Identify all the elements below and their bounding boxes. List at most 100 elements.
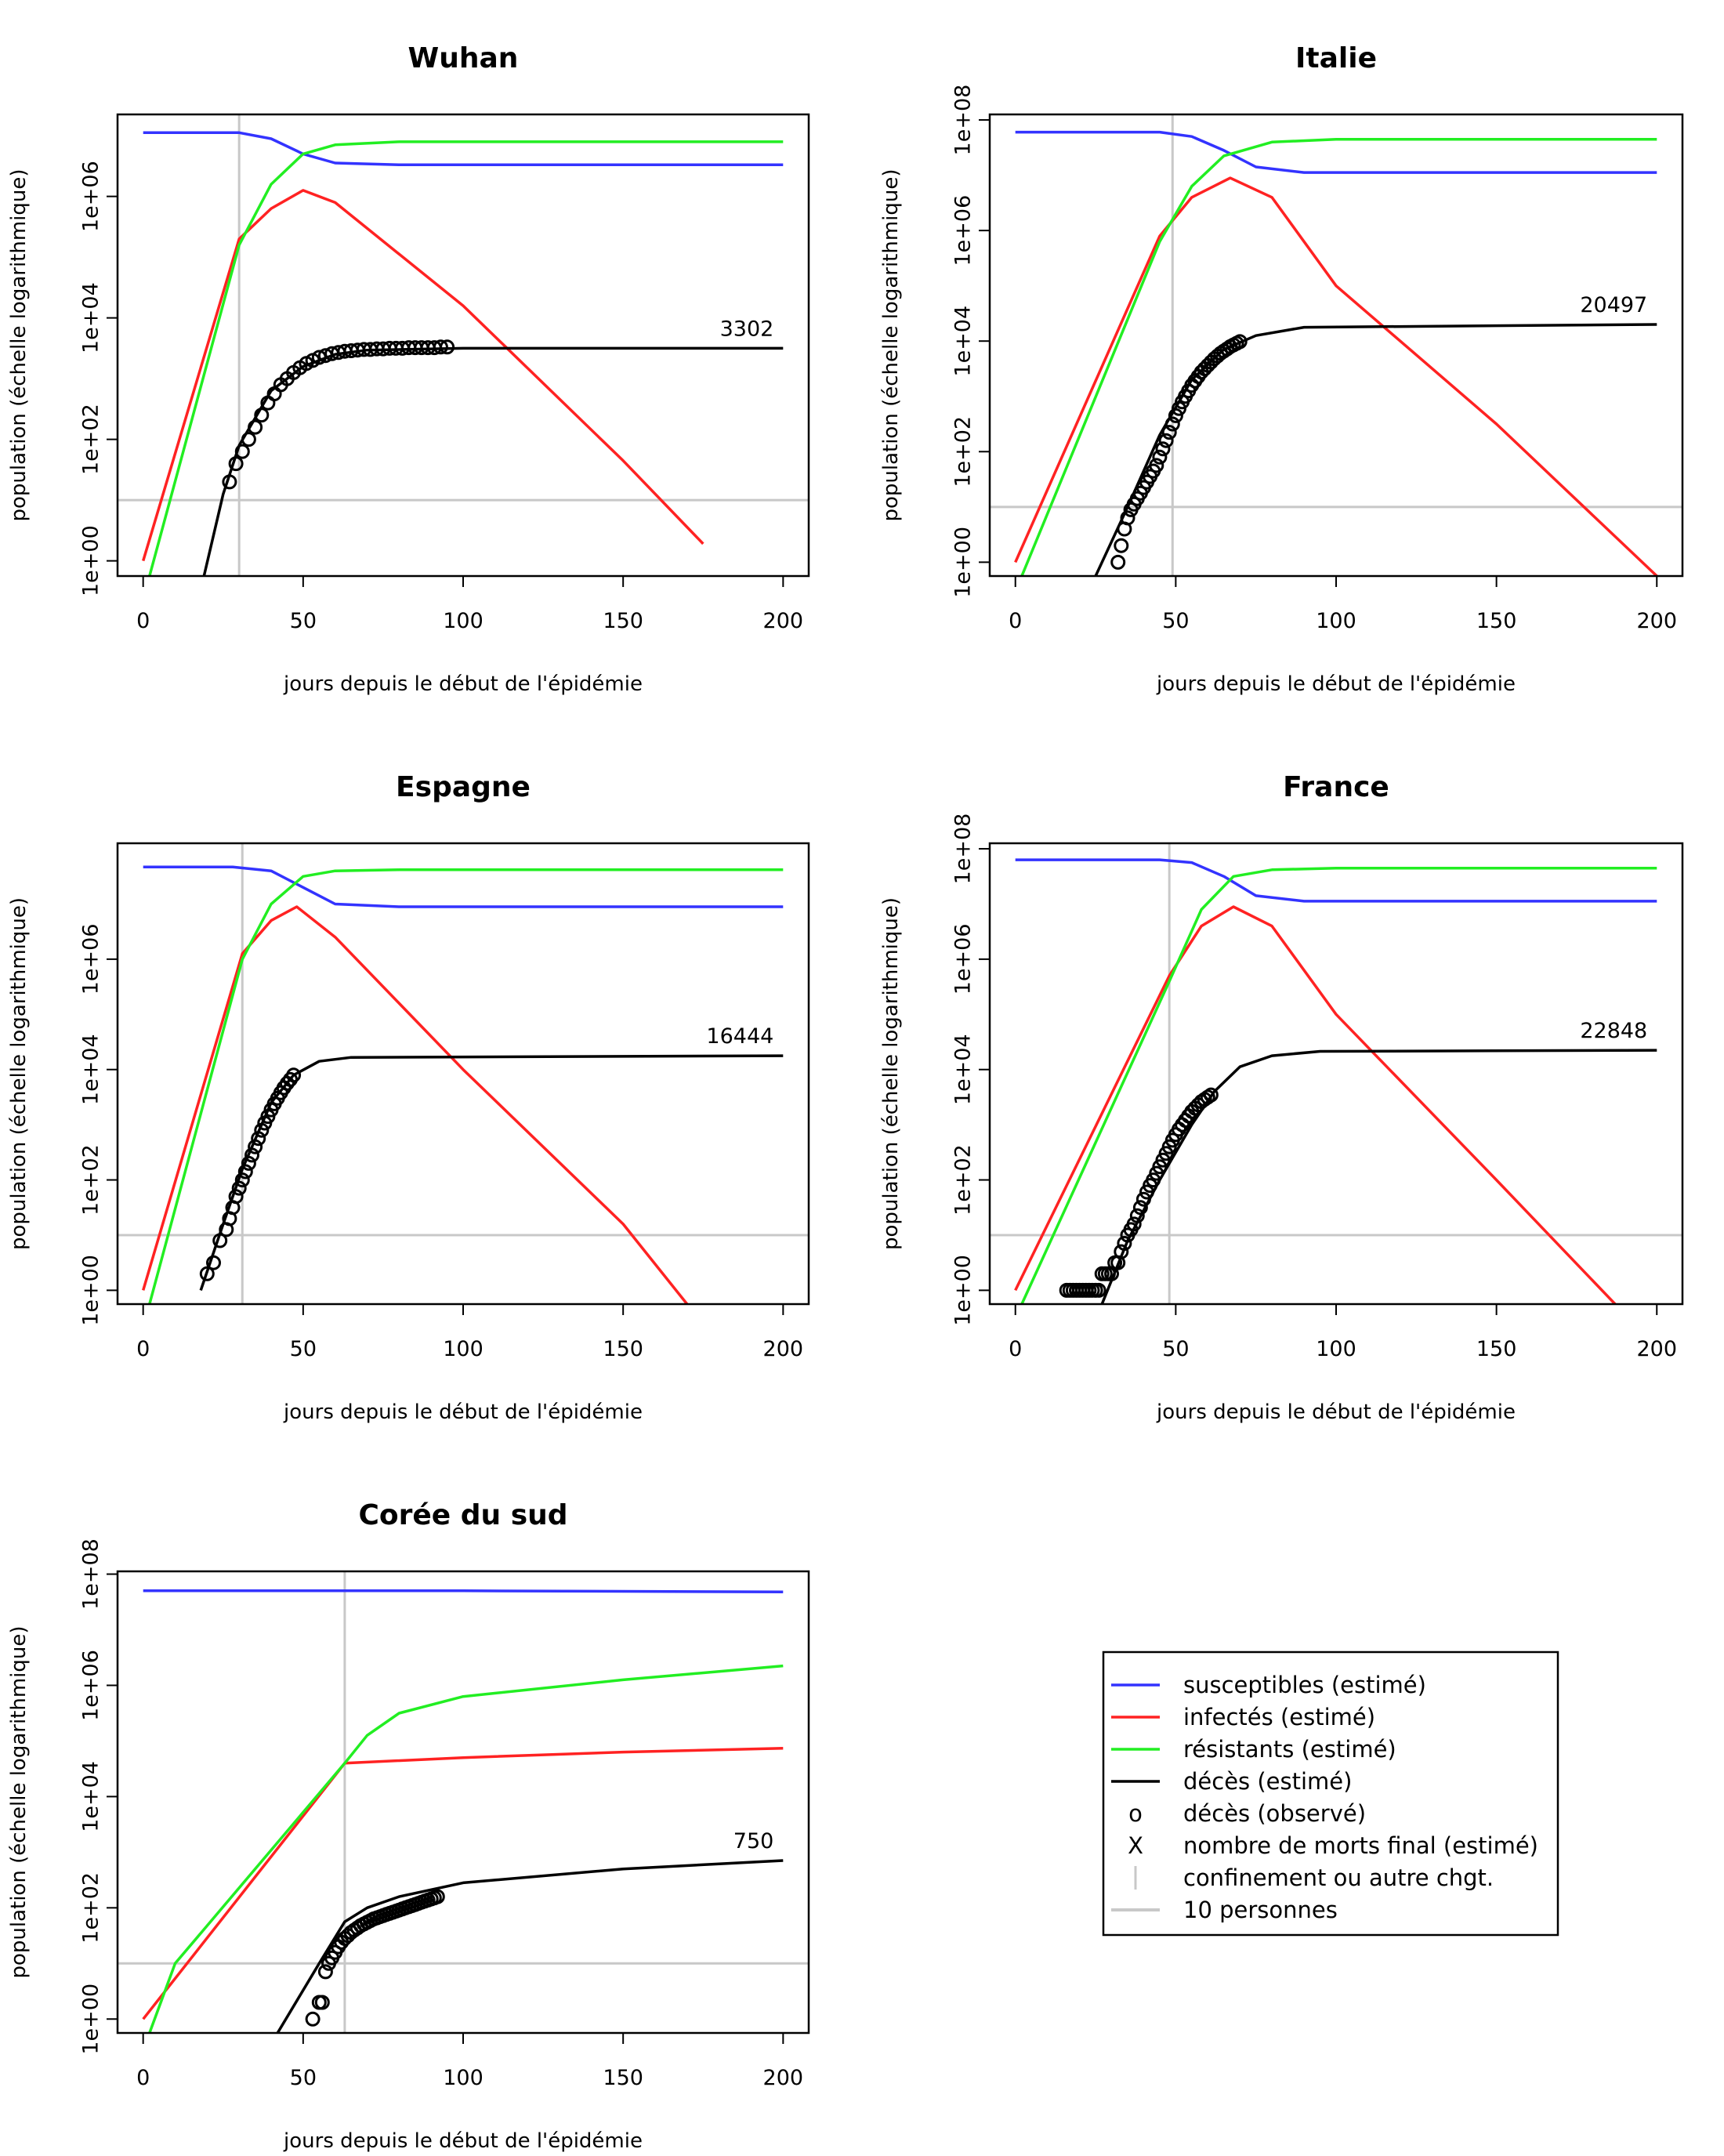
x-axis-label: jours depuis le début de l'épidémie	[283, 672, 643, 696]
y-axis-label: population (échelle logarithmique)	[879, 897, 903, 1250]
chart-wuhan: Wuhan jours depuis le début de l'épidémie…	[7, 42, 810, 696]
y-tick-label: 1e+08	[951, 85, 976, 156]
x-tick-label: 0	[1009, 1337, 1022, 1361]
y-tick-label: 1e+00	[951, 527, 976, 598]
observed-death-point	[241, 432, 256, 448]
observed-death-point	[1155, 441, 1171, 457]
x-axis-label: jours depuis le début de l'épidémie	[1156, 1400, 1516, 1424]
observed-death-point	[1117, 1236, 1132, 1251]
series-resistants-estime	[1020, 137, 1657, 576]
y-tick-label: 1e+04	[951, 306, 976, 377]
observed-death-point	[440, 339, 455, 355]
observed-death-point	[234, 444, 250, 459]
observed-death-point	[314, 1995, 330, 2010]
y-tick-label: 1e+06	[79, 923, 103, 995]
series-resistants-estime	[148, 1664, 784, 2033]
observed-death-point	[248, 419, 263, 435]
x-tick-label: 0	[1009, 609, 1022, 633]
x-tick-label: 0	[136, 2066, 150, 2090]
final-deaths-label: 750	[733, 1829, 774, 1853]
observed-death-point	[254, 408, 270, 423]
chart-espagne: Espagne jours depuis le début de l'épidém…	[7, 771, 810, 1424]
observed-death-point	[1161, 425, 1177, 440]
y-tick-label: 1e+00	[79, 1984, 103, 2055]
x-axis-label: jours depuis le début de l'épidémie	[1156, 672, 1516, 696]
observed-death-point	[286, 1067, 302, 1083]
observed-death-point	[1149, 458, 1164, 473]
legend-label: décès (observé)	[1183, 1800, 1366, 1827]
x-tick-label: 100	[443, 1337, 484, 1361]
plot-area	[118, 1571, 809, 2033]
y-axis: 1e+00 1e+02 1e+04 1e+06 1e+08	[951, 813, 990, 1326]
legend-glyph: o	[1128, 1800, 1143, 1827]
x-tick-label: 0	[136, 1337, 150, 1361]
chart-title: Espagne	[396, 771, 531, 803]
y-tick-label: 1e+08	[951, 813, 976, 885]
legend-item-10-personnes: 10 personnes	[1111, 1897, 1338, 1923]
x-axis: 0 50 100 150 200	[136, 576, 803, 633]
observed-deaths	[1059, 1087, 1219, 1298]
series-susceptibles-estime	[1015, 130, 1657, 174]
observed-death-point	[1135, 1191, 1151, 1207]
observed-deaths	[1110, 334, 1248, 570]
y-tick-label: 1e+06	[79, 161, 103, 232]
chart-title: France	[1283, 771, 1389, 803]
y-tick-label: 1e+00	[79, 1255, 103, 1326]
y-tick-label: 1e+02	[79, 1872, 103, 1944]
observed-death-point	[241, 1155, 256, 1171]
legend-label: susceptibles (estimé)	[1183, 1672, 1426, 1698]
legend-item-infectes-estime: infectés (estimé)	[1111, 1704, 1375, 1730]
y-axis: 1e+00 1e+02 1e+04 1e+06	[79, 923, 118, 1326]
series-resistants-estime	[148, 140, 784, 576]
x-tick-label: 50	[290, 609, 317, 633]
observed-death-point	[199, 1266, 215, 1281]
observed-death-point	[433, 339, 448, 355]
x-tick-label: 50	[290, 2066, 317, 2090]
observed-deaths	[222, 339, 455, 490]
observed-death-point	[1232, 334, 1248, 350]
plot-frame	[988, 113, 1684, 578]
x-axis-label: jours depuis le début de l'épidémie	[283, 2129, 643, 2153]
y-tick-label: 1e+02	[79, 404, 103, 475]
x-tick-label: 200	[763, 609, 804, 633]
y-axis: 1e+00 1e+02 1e+04 1e+06 1e+08	[79, 1538, 118, 2055]
observed-death-point	[1114, 538, 1129, 553]
x-axis: 0 50 100 150 200	[136, 1304, 803, 1361]
plot-frame	[988, 842, 1684, 1306]
y-tick-label: 1e+06	[951, 923, 976, 995]
observed-death-point	[234, 1172, 250, 1188]
x-tick-label: 50	[1162, 609, 1189, 633]
final-deaths-label: 20497	[1580, 293, 1647, 317]
legend-label: confinement ou autre chgt.	[1183, 1864, 1494, 1891]
observed-death-point	[311, 350, 327, 365]
x-axis: 0 50 100 150 200	[1009, 1304, 1677, 1361]
x-axis-label: jours depuis le début de l'épidémie	[283, 1400, 643, 1424]
plot-area	[118, 114, 809, 576]
legend-label: résistants (estimé)	[1183, 1736, 1396, 1763]
x-tick-label: 100	[443, 2066, 484, 2090]
observed-death-point	[231, 1180, 247, 1196]
legend: susceptibles (estimé) infectés (estimé) ré…	[1102, 1651, 1559, 1937]
legend-label: nombre de morts final (estimé)	[1183, 1832, 1538, 1859]
observed-death-point	[206, 1255, 221, 1270]
observed-death-point	[237, 1164, 253, 1179]
y-axis-label: population (échelle logarithmique)	[7, 1625, 31, 1978]
x-tick-label: 150	[603, 2066, 643, 2090]
y-tick-label: 1e+06	[79, 1650, 103, 1721]
observed-death-point	[228, 456, 244, 472]
observed-death-point	[1110, 554, 1126, 570]
y-axis-label: population (échelle logarithmique)	[7, 168, 31, 521]
observed-death-point	[305, 2011, 321, 2027]
observed-death-point	[1164, 416, 1180, 432]
observed-death-point	[254, 1122, 270, 1138]
x-tick-label: 200	[763, 1337, 804, 1361]
y-tick-label: 1e+04	[951, 1034, 976, 1105]
legend-box	[1102, 1651, 1559, 1937]
y-axis: 1e+00 1e+02 1e+04 1e+06 1e+08	[951, 85, 990, 598]
observed-death-point	[251, 1131, 266, 1147]
y-tick-label: 1e+02	[951, 416, 976, 487]
plot-area	[118, 843, 809, 1304]
legend-item-deces-observe: o décès (observé)	[1128, 1800, 1366, 1827]
observed-death-point	[317, 1964, 333, 1980]
